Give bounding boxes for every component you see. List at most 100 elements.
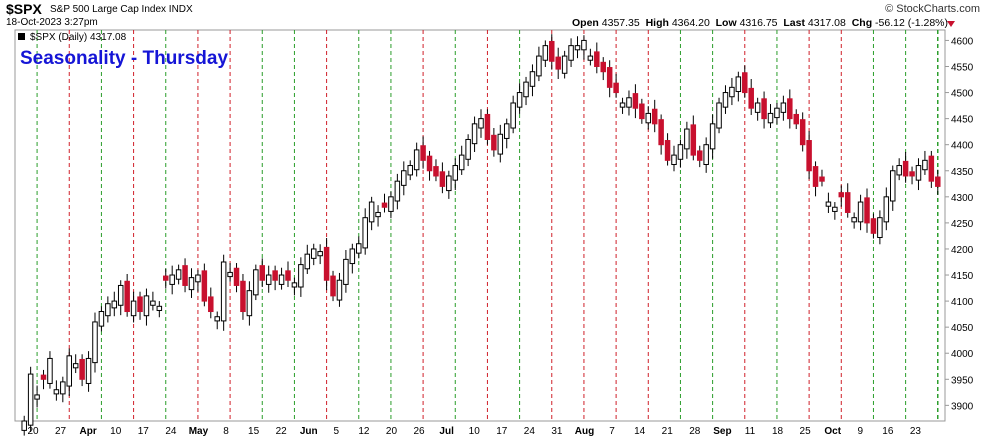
candle-down xyxy=(439,171,446,187)
open-value: 4357.35 xyxy=(601,17,640,29)
down-arrow-icon xyxy=(947,21,955,27)
candle-up xyxy=(214,316,220,322)
candle-up xyxy=(626,97,632,108)
legend-square-icon xyxy=(18,33,25,40)
candle-up xyxy=(150,300,156,306)
candle-down xyxy=(613,82,619,94)
candle-down xyxy=(935,176,941,187)
x-tick-label: Jul xyxy=(439,426,454,437)
candle-up xyxy=(716,102,722,129)
x-tick-label: 21 xyxy=(662,426,674,437)
candle-down xyxy=(902,160,909,177)
candle-up xyxy=(195,274,201,283)
open-label: Open xyxy=(572,17,599,29)
x-tick-label: Oct xyxy=(824,426,841,437)
candle-down xyxy=(484,113,491,140)
candle-up xyxy=(27,373,34,426)
candle-up xyxy=(349,248,356,265)
high-label: High xyxy=(645,17,669,29)
thursday-lines xyxy=(36,30,939,421)
candle-up xyxy=(227,271,233,278)
candle-up xyxy=(523,81,529,98)
y-tick-label: 4600 xyxy=(951,36,974,47)
x-tick-label: Aug xyxy=(575,426,594,437)
candle-up xyxy=(542,45,549,61)
x-tick-label: 17 xyxy=(138,426,150,437)
x-tick-label: 27 xyxy=(55,426,67,437)
candle-up xyxy=(581,39,587,51)
y-tick-label: 4200 xyxy=(951,245,974,256)
x-tick-label: Sep xyxy=(713,426,731,437)
candle-up xyxy=(156,305,163,311)
candle-down xyxy=(163,275,169,281)
x-tick-label: Apr xyxy=(80,426,97,437)
chart-title: Seasonality - Thursday xyxy=(20,48,228,69)
candle-up xyxy=(220,261,227,322)
x-tick-label: 24 xyxy=(524,426,536,437)
candle-up xyxy=(503,123,510,139)
candle-down xyxy=(838,192,845,198)
x-tick-label: 22 xyxy=(276,426,288,437)
candle-up xyxy=(671,154,677,166)
candle-up xyxy=(362,217,368,249)
legend-label: $SPX (Daily) 4317.08 xyxy=(30,32,127,43)
candle-up xyxy=(188,277,195,291)
x-tick-label: 25 xyxy=(800,426,812,437)
x-tick-label: 23 xyxy=(910,426,922,437)
chg-label: Chg xyxy=(851,17,873,29)
candles xyxy=(21,34,941,436)
candle-up xyxy=(368,201,375,223)
candle-up xyxy=(568,45,574,61)
candle-up xyxy=(587,55,594,61)
candle-down xyxy=(928,155,935,182)
candle-up xyxy=(471,123,478,145)
x-tick-label: 31 xyxy=(551,426,563,437)
candle-up xyxy=(458,154,465,171)
candle-up xyxy=(72,363,79,369)
x-tick-label: 14 xyxy=(634,426,646,437)
x-tick-label: 5 xyxy=(334,426,340,437)
candle-down xyxy=(420,145,426,161)
y-tick-label: 4450 xyxy=(951,115,974,126)
candle-up xyxy=(709,123,716,150)
y-tick-label: 3950 xyxy=(951,375,974,386)
y-tick-label: 4150 xyxy=(951,271,974,282)
candle-up xyxy=(92,321,98,364)
candle-up xyxy=(169,274,175,285)
candle-down xyxy=(272,270,278,281)
candle-down xyxy=(787,98,793,120)
candle-down xyxy=(426,155,433,172)
candle-down xyxy=(748,87,754,109)
x-tick-label: 12 xyxy=(358,426,370,437)
candle-up xyxy=(645,112,652,124)
candle-up xyxy=(510,102,516,129)
candle-up xyxy=(407,165,413,176)
candle-up xyxy=(111,300,118,309)
candle-up xyxy=(677,144,684,160)
plot-area xyxy=(14,29,946,422)
candle-up xyxy=(310,248,317,259)
candle-down xyxy=(793,113,799,125)
candle-up xyxy=(413,149,420,171)
candle-up xyxy=(774,107,780,119)
candle-up xyxy=(780,102,787,113)
candle-up xyxy=(478,118,484,129)
y-tick-label: 4500 xyxy=(951,89,974,100)
candle-down xyxy=(658,119,664,146)
candle-up xyxy=(246,290,253,317)
candle-up xyxy=(388,196,394,212)
y-tick-label: 4000 xyxy=(951,349,974,360)
candle-up xyxy=(34,394,40,400)
candle-up xyxy=(343,258,349,285)
y-tick-label: 4550 xyxy=(951,62,974,73)
candle-up xyxy=(857,201,864,223)
x-tick-label: May xyxy=(189,426,209,437)
x-tick-label: 16 xyxy=(882,426,894,437)
candle-down xyxy=(690,124,697,156)
candle-up xyxy=(574,45,581,51)
candle-down xyxy=(433,166,439,177)
candle-down xyxy=(208,296,214,313)
description: S&P 500 Large Cap Index INDX xyxy=(50,4,193,15)
candle-up xyxy=(291,282,298,288)
x-tick-label: 8 xyxy=(223,426,229,437)
